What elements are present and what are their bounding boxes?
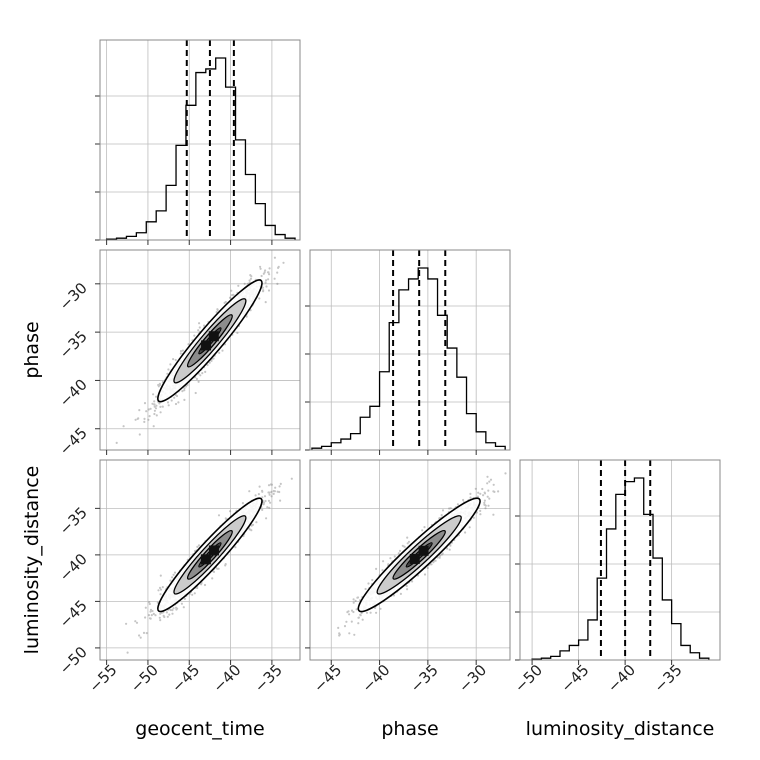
x-tick-label: −30 [455,661,490,696]
y-axis-label-luminosity-distance: luminosity_distance [21,466,43,655]
hist-frame-geocent-time [99,39,301,241]
x-tick-label: −35 [407,661,442,696]
y-tick-label: −35 [56,503,91,538]
x-tick-label: −40 [209,661,244,696]
x-tick-label: −40 [604,661,639,696]
hist-panel-phase [305,249,511,451]
hist-panel-luminosity-distance [515,459,721,661]
hist-bars-phase [311,267,506,450]
density-peak [208,545,219,556]
x-tick-label: −45 [558,661,593,696]
x-tick-label: −45 [168,661,203,696]
density-peak [418,545,429,556]
x-axis-label-geocent-time: geocent_time [135,718,264,740]
y-tick-label: −40 [56,550,91,585]
x-tick-label: −40 [358,661,393,696]
x-axis-label-luminosity-distance: luminosity_distance [526,718,715,740]
scatter-frame [309,459,511,661]
y-axis-label-phase: phase [21,321,43,378]
scatter-frame [99,249,301,451]
y-tick-label: −35 [56,327,91,362]
y-tick-label: −45 [56,596,91,631]
x-axis-label-phase: phase [381,718,438,740]
y-tick-label: −30 [56,279,91,314]
scatter-content [310,460,510,660]
density-peak [200,554,211,565]
x-tick-label: −35 [651,661,686,696]
x-tick-label: −55 [86,661,121,696]
x-tick-label: −45 [310,661,345,696]
scatter-frame [99,459,301,661]
scatter-content [100,460,300,660]
scatter-panel-geocent-time-vs-luminosity-distance [99,459,301,661]
y-tick-label: −40 [56,376,91,411]
hist-frame-phase [309,249,511,451]
hist-bars-geocent-time [105,57,296,240]
scatter-content [100,250,300,450]
x-tick-label: −50 [127,661,162,696]
hist-frame-luminosity-distance [519,459,721,661]
hist-panel-geocent-time [95,39,301,241]
density-peak [201,340,212,351]
x-tick-label: −50 [511,661,546,696]
hist-bars-luminosity-distance [531,477,710,660]
scatter-panel-geocent-time-vs-phase [99,249,301,451]
y-axis-phase: −45 −40 −35 −30 [56,279,100,459]
scatter-panel-phase-vs-luminosity-distance [309,459,511,661]
y-tick-label: −50 [56,643,91,678]
x-tick-label: −35 [251,661,286,696]
density-peak [208,331,219,342]
density-peak [409,553,420,564]
y-tick-label: −45 [56,424,91,459]
x-axis-luminosity-distance: −50 −45 −40 −35 [511,660,686,696]
x-axis-geocent-time: −55 −50 −45 −40 −35 [86,240,286,696]
